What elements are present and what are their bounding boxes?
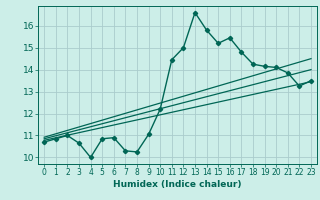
X-axis label: Humidex (Indice chaleur): Humidex (Indice chaleur) — [113, 180, 242, 189]
